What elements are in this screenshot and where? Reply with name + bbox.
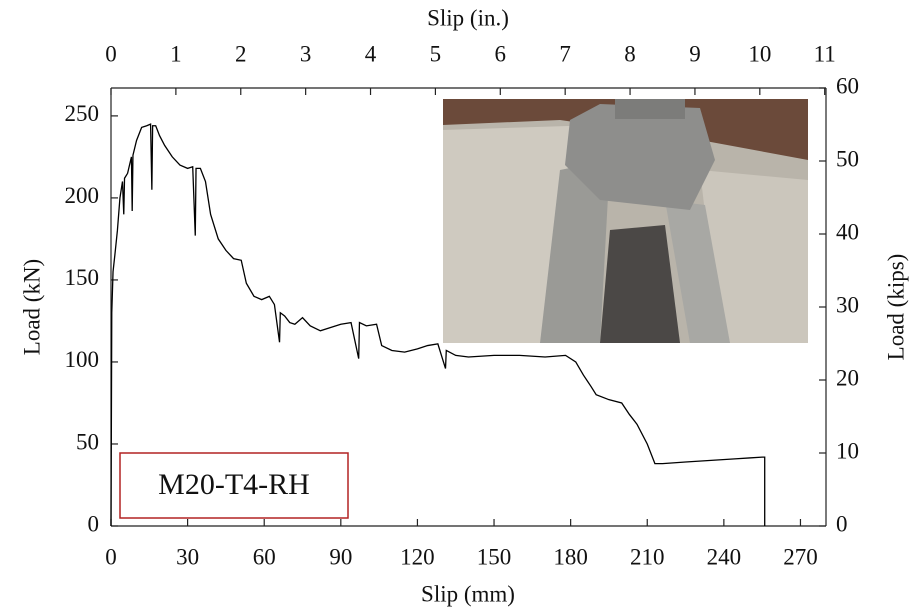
x-tick-label: 30 — [176, 544, 199, 569]
annotation: M20-T4-RH — [158, 468, 310, 501]
x2-tick-label: 3 — [300, 41, 312, 66]
x-tick-label: 180 — [553, 544, 588, 569]
y2-tick-label: 0 — [836, 511, 848, 536]
x2-tick-label: 4 — [365, 41, 377, 66]
y2-tick-label: 50 — [836, 146, 859, 171]
y2-tick-label: 30 — [836, 292, 859, 317]
y2-tick-label: 20 — [836, 365, 859, 390]
x2-tick-label: 6 — [495, 41, 507, 66]
y-tick-label: 200 — [65, 183, 100, 208]
y2-tick-label: 60 — [836, 73, 859, 98]
y-axis-label: Load (kN) — [19, 259, 44, 355]
x2-axis-label: Slip (in.) — [427, 5, 509, 30]
inset-photo — [443, 99, 808, 343]
x2-tick-label: 2 — [235, 41, 247, 66]
x-tick-label: 270 — [783, 544, 818, 569]
x-tick-label: 150 — [477, 544, 512, 569]
x2-tick-label: 0 — [105, 41, 117, 66]
x2-tick-label: 8 — [624, 41, 636, 66]
x2-tick-label: 7 — [559, 41, 571, 66]
x-axis-label: Slip (mm) — [421, 581, 515, 606]
y-tick-label: 100 — [65, 347, 100, 372]
x-tick-label: 240 — [707, 544, 742, 569]
x-tick-label: 210 — [630, 544, 665, 569]
y-tick-label: 0 — [88, 511, 100, 536]
data-line — [110, 123, 766, 527]
y2-tick-label: 40 — [836, 219, 859, 244]
y-tick-label: 150 — [65, 265, 100, 290]
x-tick-label: 0 — [105, 544, 117, 569]
annotation-box — [119, 452, 349, 519]
x2-tick-label: 11 — [814, 41, 836, 66]
x2-tick-label: 1 — [170, 41, 182, 66]
y-tick-label: 50 — [76, 429, 99, 454]
y2-tick-label: 10 — [836, 438, 859, 463]
y2-axis-label: Load (kips) — [883, 254, 908, 361]
x2-tick-label: 9 — [689, 41, 701, 66]
x-tick-label: 60 — [253, 544, 276, 569]
x-tick-label: 120 — [400, 544, 435, 569]
y-tick-label: 250 — [65, 101, 100, 126]
x2-tick-label: 10 — [748, 41, 771, 66]
x2-tick-label: 5 — [430, 41, 442, 66]
x-tick-label: 90 — [329, 544, 352, 569]
